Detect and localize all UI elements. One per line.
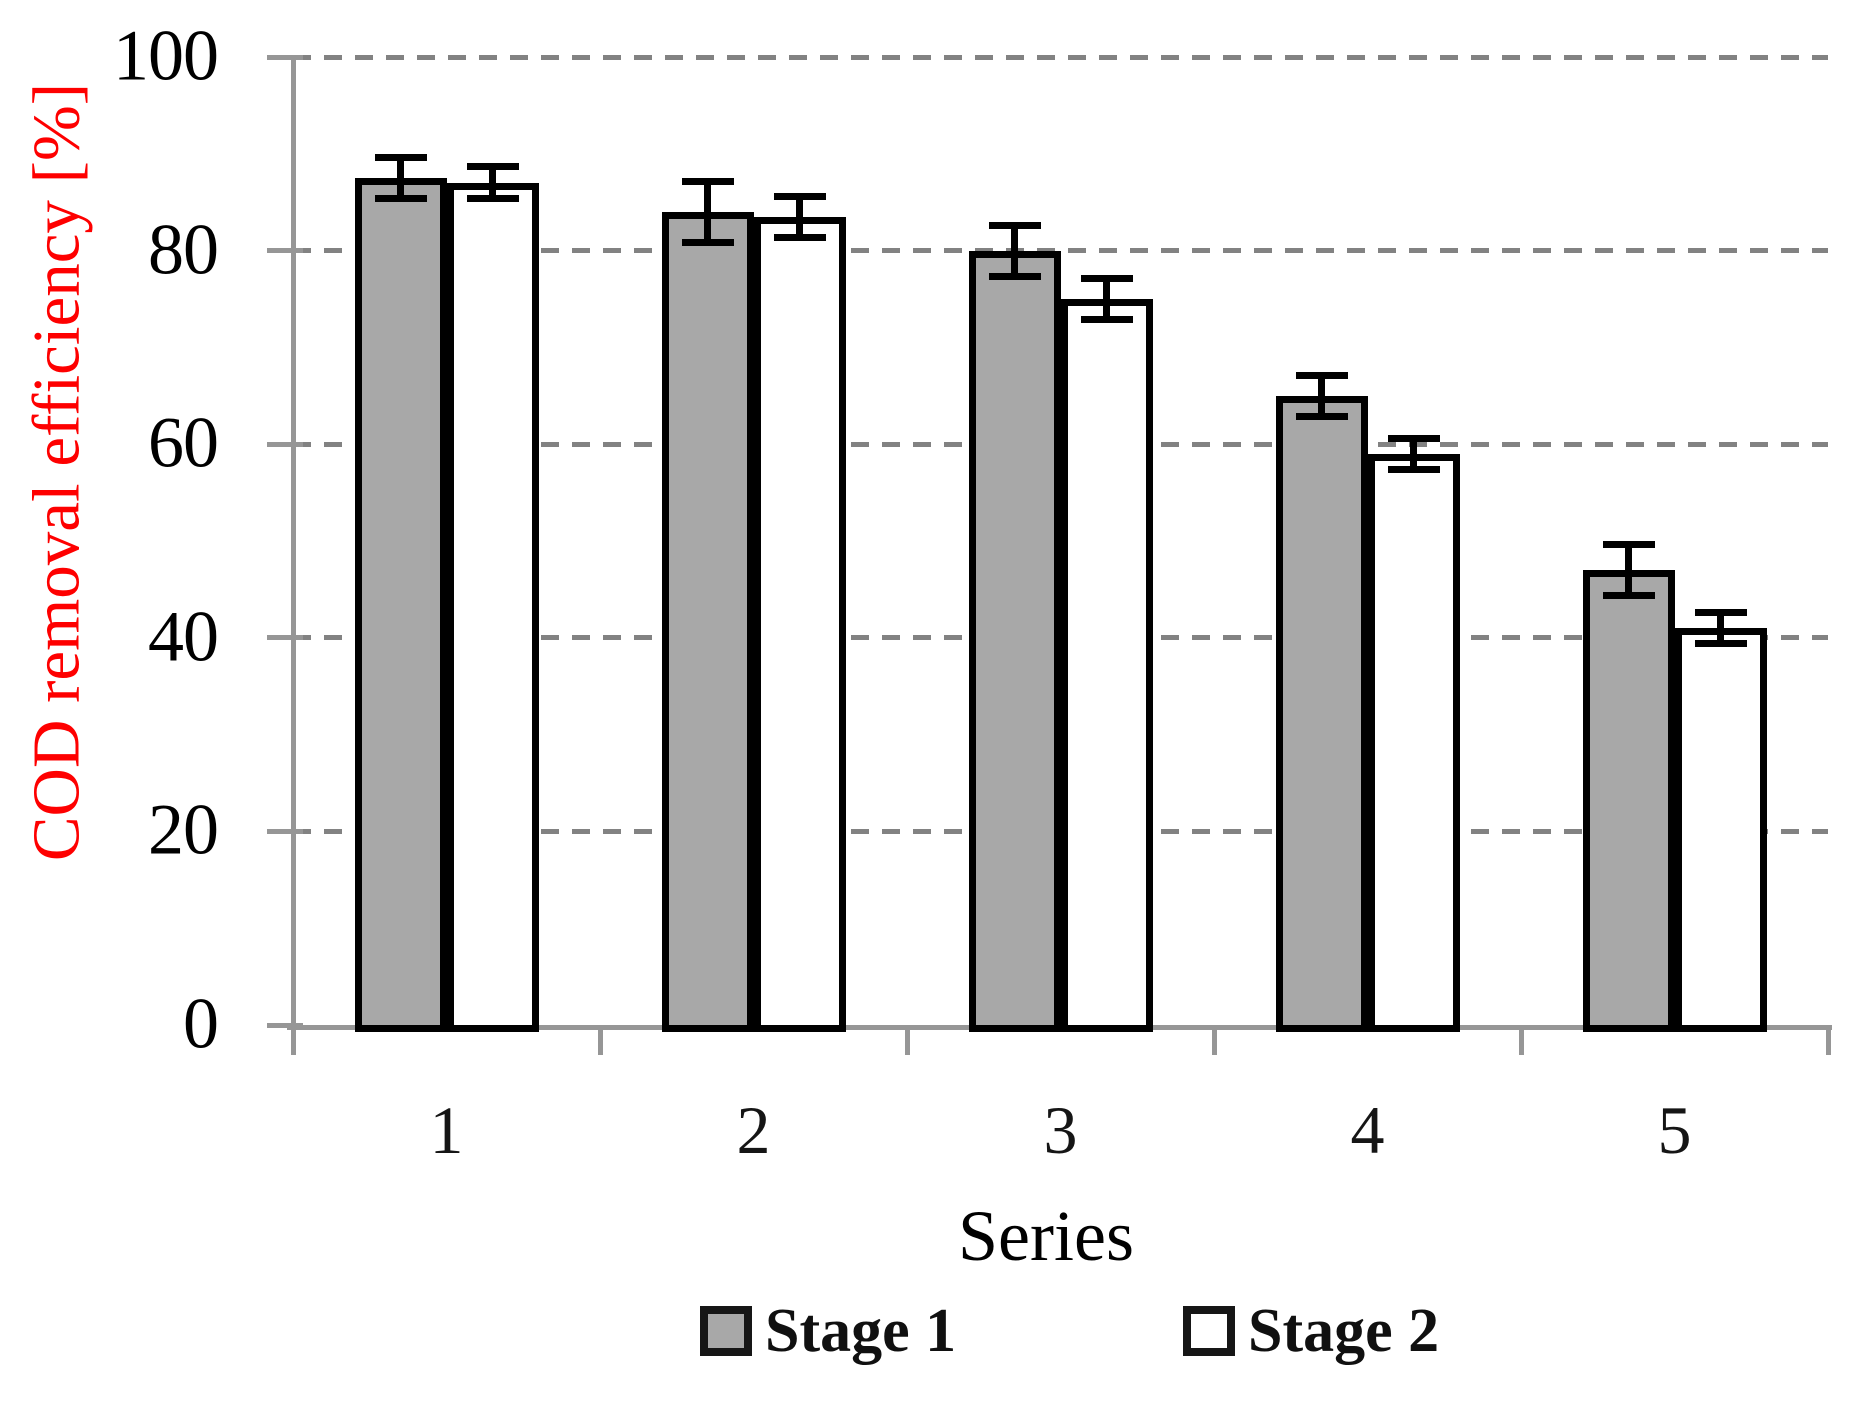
x-tick-2 bbox=[904, 1025, 910, 1055]
legend-label: Stage 2 bbox=[1248, 1297, 1440, 1365]
y-tick-40 bbox=[267, 635, 303, 641]
y-tick-20 bbox=[267, 828, 303, 834]
y-tick-60 bbox=[267, 441, 303, 447]
errorbar-stem bbox=[704, 178, 711, 246]
bar-stage-1-series-4 bbox=[1275, 395, 1368, 1032]
x-tick-3 bbox=[1211, 1025, 1217, 1055]
errorbar-stem bbox=[1103, 274, 1110, 324]
errorbar-stage-1-series-2 bbox=[681, 178, 734, 246]
y-tick-label-60: 60 bbox=[148, 402, 219, 483]
x-tick-4 bbox=[1518, 1025, 1524, 1055]
y-tick-label-80: 80 bbox=[148, 209, 219, 290]
errorbar-stage-1-series-1 bbox=[374, 153, 427, 203]
y-tick-0 bbox=[267, 1022, 303, 1028]
legend-label: Stage 1 bbox=[765, 1297, 957, 1365]
bar-stage-2-series-2 bbox=[753, 216, 846, 1032]
bar-stage-2-series-3 bbox=[1060, 299, 1153, 1032]
errorbar-stem bbox=[1011, 221, 1018, 280]
errorbar-stage-1-series-4 bbox=[1295, 371, 1348, 420]
gridline-100 bbox=[293, 54, 1828, 60]
x-tick-5 bbox=[1825, 1025, 1831, 1055]
errorbar-stage-1-series-3 bbox=[988, 221, 1041, 280]
errorbar-cap-bottom bbox=[1080, 316, 1133, 324]
bar-stage-1-series-1 bbox=[354, 178, 447, 1032]
errorbar-cap-bottom bbox=[1602, 592, 1655, 600]
bar-stage-1-series-5 bbox=[1582, 570, 1675, 1032]
y-tick-label-40: 40 bbox=[148, 596, 219, 677]
errorbar-stem bbox=[1625, 541, 1632, 600]
errorbar-cap-bottom bbox=[1694, 640, 1747, 648]
errorbar-stem bbox=[489, 163, 496, 203]
y-tick-80 bbox=[267, 248, 303, 254]
errorbar-stem bbox=[1717, 608, 1724, 648]
x-category-label-3: 3 bbox=[1043, 1092, 1078, 1168]
legend-item-stage-1: Stage 1 bbox=[700, 1300, 956, 1362]
y-axis-title: COD removal efficiency [%] bbox=[19, 82, 94, 862]
errorbar-stem bbox=[1410, 434, 1417, 474]
x-tick-1 bbox=[597, 1025, 603, 1055]
x-category-label-5: 5 bbox=[1657, 1092, 1692, 1168]
errorbar-stem bbox=[796, 192, 803, 241]
errorbar-cap-bottom bbox=[374, 195, 427, 203]
y-axis bbox=[290, 57, 296, 1030]
errorbar-cap-bottom bbox=[466, 195, 519, 203]
errorbar-cap-bottom bbox=[1387, 466, 1440, 474]
y-tick-label-20: 20 bbox=[148, 789, 219, 870]
y-tick-100 bbox=[267, 54, 303, 60]
x-category-label-1: 1 bbox=[429, 1092, 464, 1168]
y-tick-label-100: 100 bbox=[113, 15, 219, 96]
bar-stage-2-series-1 bbox=[446, 182, 539, 1032]
errorbar-stem bbox=[1318, 371, 1325, 420]
errorbar-stem bbox=[397, 153, 404, 203]
errorbar-stage-2-series-3 bbox=[1080, 274, 1133, 324]
errorbar-stage-2-series-2 bbox=[773, 192, 826, 241]
x-axis-title: Series bbox=[958, 1196, 1134, 1276]
errorbar-stage-2-series-1 bbox=[466, 163, 519, 203]
errorbar-stage-2-series-5 bbox=[1694, 608, 1747, 648]
y-tick-label-0: 0 bbox=[183, 983, 219, 1064]
errorbar-cap-bottom bbox=[1295, 412, 1348, 420]
errorbar-stage-2-series-4 bbox=[1387, 434, 1440, 474]
errorbar-cap-bottom bbox=[681, 238, 734, 246]
legend-item-stage-2: Stage 2 bbox=[1183, 1300, 1439, 1362]
legend-swatch-stage-2 bbox=[1183, 1306, 1235, 1356]
x-tick-0 bbox=[290, 1025, 296, 1055]
bar-stage-2-series-5 bbox=[1674, 628, 1767, 1032]
x-category-label-2: 2 bbox=[736, 1092, 771, 1168]
x-category-label-4: 4 bbox=[1350, 1092, 1385, 1168]
gridline-80 bbox=[293, 248, 1828, 254]
legend-swatch-stage-1 bbox=[700, 1306, 752, 1356]
bar-stage-2-series-4 bbox=[1367, 453, 1460, 1032]
bar-stage-1-series-2 bbox=[661, 211, 754, 1032]
bar-stage-1-series-3 bbox=[968, 250, 1061, 1032]
errorbar-cap-bottom bbox=[988, 272, 1041, 280]
errorbar-stage-1-series-5 bbox=[1602, 541, 1655, 600]
errorbar-cap-bottom bbox=[773, 233, 826, 241]
